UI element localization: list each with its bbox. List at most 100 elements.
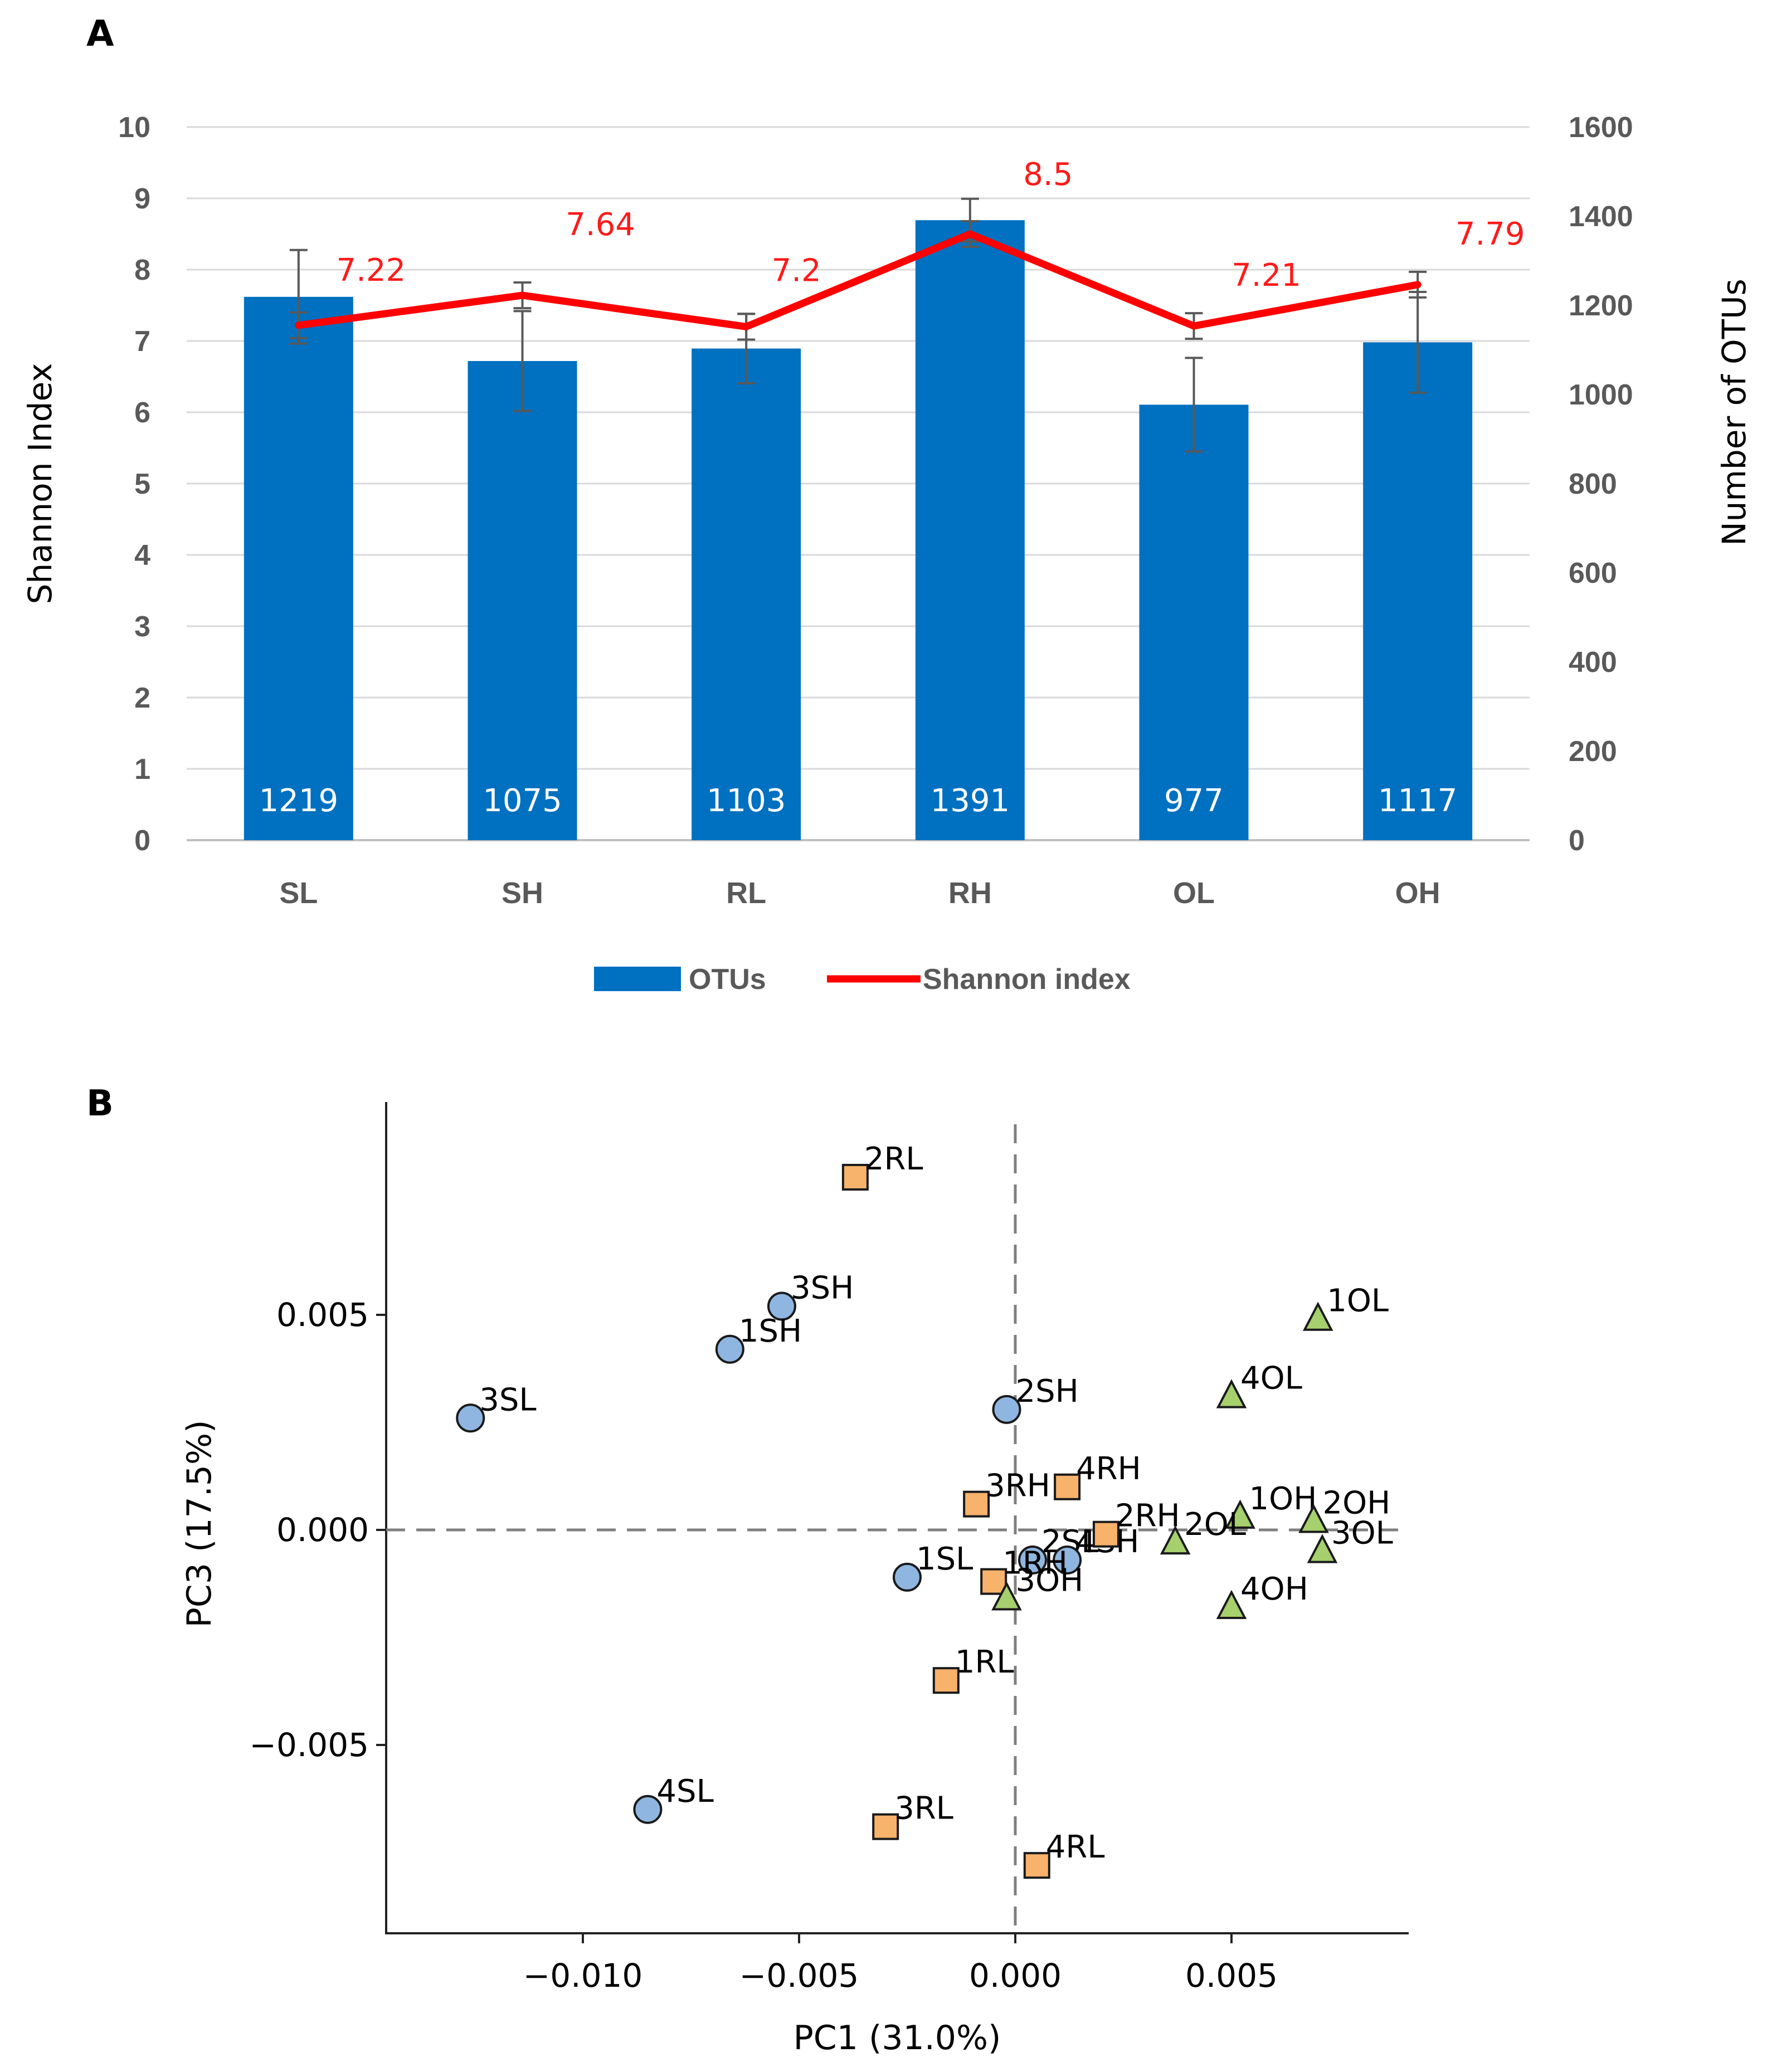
y-right-tick-label: 1600	[1569, 111, 1633, 144]
point-1sl	[893, 1562, 922, 1592]
panel-a-letter: A	[86, 13, 114, 55]
y-tick-label: 0.000	[276, 1511, 369, 1549]
point-3rl	[872, 1813, 899, 1840]
point-2rl	[841, 1163, 869, 1191]
point-label: 2RL	[864, 1141, 923, 1177]
point-4sh	[1053, 1546, 1082, 1575]
x-category-label: SL	[279, 876, 318, 910]
shannon-index-line	[295, 230, 1422, 330]
point-2sl	[1018, 1546, 1048, 1575]
bar-otus	[692, 348, 801, 840]
y-axis-title: PC3 (17.5%)	[180, 1420, 219, 1628]
point-label: 2OH	[1322, 1485, 1390, 1522]
y-left-tick-label: 9	[134, 183, 150, 215]
point-1rh	[980, 1568, 1007, 1595]
x-tick-label: −0.010	[523, 1957, 643, 1995]
y-right-tick-label: 1200	[1569, 290, 1633, 322]
point-label: 1RL	[955, 1644, 1014, 1680]
x-tick-label: 0.000	[969, 1957, 1062, 1995]
y-right-tick-label: 800	[1569, 468, 1617, 500]
y-right-tick-label: 0	[1569, 825, 1585, 857]
bar-otus	[1139, 404, 1249, 840]
point-4ol	[1216, 1379, 1247, 1408]
y-left-tick-label: 2	[134, 682, 150, 714]
shannon-value-label: 7.79	[1455, 216, 1525, 252]
bar-value-label: 1117	[1378, 783, 1458, 819]
pca-scatter-plot: −0.010 −0.005 0.000 0.005 −0.005 0.000 0.005 PC…	[180, 1102, 1409, 2058]
point-label: 1SL	[916, 1541, 973, 1577]
y-right-axis-title: Number of OTUs	[1715, 279, 1753, 546]
point-label: 1OH	[1249, 1481, 1317, 1517]
point-label: 2OL	[1184, 1507, 1246, 1543]
x-category-label: OH	[1395, 876, 1440, 910]
y-left-tick-label: 1	[134, 753, 150, 786]
point-label: 4RL	[1046, 1829, 1105, 1865]
point-1ol	[1302, 1301, 1333, 1331]
point-3sh	[767, 1291, 796, 1321]
bar-value-label: 1075	[483, 783, 562, 819]
shannon-value-label: 7.2	[772, 252, 821, 289]
point-label: 4OL	[1240, 1361, 1302, 1397]
legend-label-shannon: Shannon index	[923, 963, 1131, 996]
bar-value-label: 1219	[259, 783, 339, 819]
y-right-tick-label: 1000	[1569, 379, 1633, 411]
legend-swatch-otus	[594, 967, 681, 991]
shannon-value-label: 7.21	[1231, 257, 1301, 294]
y-right-tick-label: 400	[1569, 646, 1617, 679]
y-right-tick-label: 200	[1569, 735, 1617, 768]
legend-label-otus: OTUs	[689, 963, 766, 996]
y-left-tick-label: 5	[134, 468, 150, 500]
panel-b-letter: B	[86, 1083, 114, 1124]
point-label: 1RH	[1002, 1546, 1068, 1582]
bar-line-chart: 0 1 2 3 4 5 6 7 8 9 10 0 200 400 600 800 1000 1200 1400 160…	[21, 111, 1753, 996]
point-2oh	[1298, 1504, 1329, 1533]
y-right-tick-label: 600	[1569, 557, 1617, 589]
point-3ol	[1307, 1534, 1338, 1563]
y-left-tick-label: 6	[134, 397, 150, 429]
point-1sh	[715, 1334, 744, 1364]
bar-otus	[468, 361, 577, 840]
point-label: 4RH	[1076, 1451, 1141, 1487]
bar-value-label: 1103	[707, 783, 786, 819]
bar-otus	[1363, 342, 1473, 840]
y-left-tick-label: 4	[134, 539, 150, 572]
point-4rh	[1054, 1473, 1081, 1500]
y-left-tick-label: 0	[134, 825, 150, 857]
x-category-label: OL	[1173, 876, 1215, 910]
x-category-label: RL	[726, 876, 766, 910]
point-3sl	[456, 1403, 485, 1433]
point-1oh	[1225, 1499, 1255, 1529]
point-4oh	[1216, 1590, 1247, 1619]
y-right-tick-label: 1400	[1569, 201, 1633, 233]
point-label: 3RH	[985, 1468, 1050, 1504]
shannon-value-label: 8.5	[1023, 157, 1073, 193]
y-left-tick-label: 7	[134, 325, 150, 358]
point-label: 2SH	[1015, 1373, 1078, 1410]
shannon-value-label: 7.64	[566, 207, 635, 243]
x-category-label: SH	[502, 876, 543, 910]
point-label: 3OL	[1331, 1515, 1393, 1552]
x-category-label: RH	[948, 876, 992, 910]
bar-value-label: 1391	[931, 783, 1010, 819]
point-label: 1SH	[739, 1313, 802, 1349]
point-label: 3SL	[479, 1382, 536, 1418]
point-label: 3OH	[1015, 1563, 1083, 1599]
x-tick-label: 0.005	[1185, 1957, 1278, 1995]
y-left-tick-label: 8	[134, 254, 150, 286]
point-label: 4OH	[1240, 1571, 1308, 1607]
y-left-tick-label: 10	[118, 111, 150, 144]
point-2sh	[992, 1395, 1021, 1424]
point-4sl	[633, 1795, 663, 1824]
point-1rl	[932, 1667, 960, 1694]
point-2ol	[1160, 1525, 1191, 1555]
point-label: 3RL	[894, 1791, 953, 1827]
point-4rl	[1023, 1852, 1050, 1879]
bar-otus	[244, 296, 353, 840]
y-tick-label: 0.005	[276, 1296, 369, 1334]
x-tick-label: −0.005	[739, 1957, 859, 1995]
point-3oh	[991, 1581, 1022, 1611]
point-label: 2RH	[1115, 1498, 1180, 1534]
bar-value-label: 977	[1164, 783, 1224, 819]
y-tick-label: −0.005	[249, 1726, 369, 1764]
